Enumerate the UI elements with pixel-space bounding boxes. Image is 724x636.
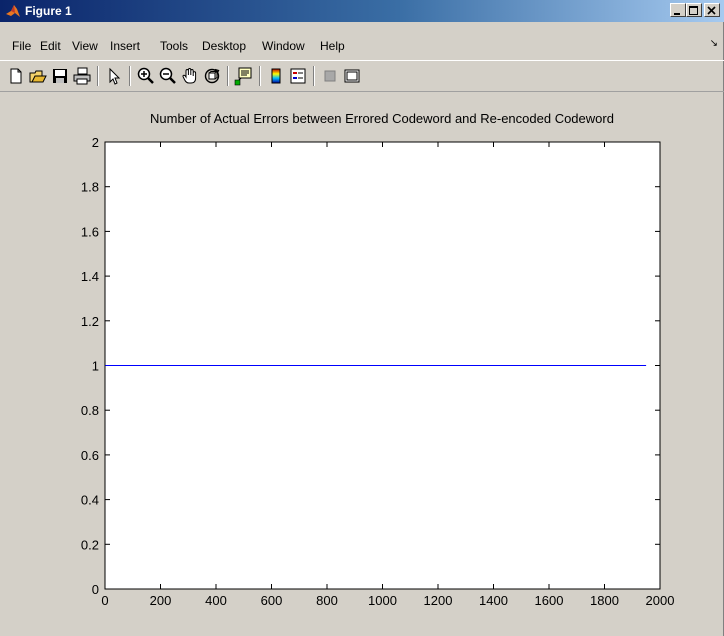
insert-colorbar-button[interactable] (266, 66, 286, 86)
y-tick-label: 1.2 (81, 314, 99, 329)
menu-bar: File Edit View Insert Tools Desktop Wind… (0, 36, 724, 56)
menu-file[interactable]: File (12, 39, 32, 53)
x-tick-label: 1400 (479, 593, 508, 608)
y-tick-label: 1.6 (81, 224, 99, 239)
figure-toolbar (0, 60, 724, 92)
y-tick-label: 0.6 (81, 448, 99, 463)
x-tick-label: 800 (316, 593, 338, 608)
y-tick-label: 0.2 (81, 537, 99, 552)
save-icon (53, 69, 67, 83)
new-figure-icon (10, 68, 22, 84)
figure-canvas[interactable]: Number of Actual Errors between Errored … (8, 96, 718, 628)
x-tick-label: 200 (150, 593, 172, 608)
print-button[interactable] (72, 66, 92, 86)
menu-overflow-icon[interactable]: ↘ (709, 38, 718, 49)
close-icon (707, 6, 716, 15)
x-tick-label: 1200 (424, 593, 453, 608)
open-file-button[interactable] (28, 66, 48, 86)
toolbar-separator (227, 66, 229, 86)
pan-button[interactable] (180, 66, 200, 86)
maximize-icon (689, 6, 698, 15)
menu-desktop[interactable]: Desktop (202, 39, 247, 53)
show-plot-tools-button[interactable] (342, 66, 362, 86)
menu-view[interactable]: View (72, 39, 98, 53)
zoom-out-button[interactable] (158, 66, 178, 86)
toolbar-separator (259, 66, 261, 86)
edit-plot-arrow-icon (109, 67, 121, 85)
print-icon (73, 67, 91, 85)
y-tick-label: 0.8 (81, 403, 99, 418)
colorbar-icon (271, 68, 281, 84)
open-file-icon (29, 70, 47, 83)
zoom-in-button[interactable] (136, 66, 156, 86)
y-tick-label: 1 (92, 359, 99, 374)
toolbar-separator (313, 66, 315, 86)
plot-svg: Number of Actual Errors between Errored … (81, 111, 675, 608)
menu-insert[interactable]: Insert (110, 39, 141, 53)
y-tick-label: 1.4 (81, 269, 99, 284)
toolbar-separator (129, 66, 131, 86)
x-tick-label: 0 (101, 593, 108, 608)
menu-window[interactable]: Window (262, 39, 305, 53)
y-tick-label: 1.8 (81, 180, 99, 195)
x-tick-label: 1600 (535, 593, 564, 608)
data-cursor-icon (234, 67, 252, 86)
show-plot-tools-icon (344, 69, 360, 83)
toolbar-separator (97, 66, 99, 86)
window-title: Figure 1 (25, 4, 72, 18)
axis-ticks-group: 0 200 400 600 800 1000 1200 1400 1600 1800 2000 0 0.… (81, 135, 675, 608)
legend-icon (290, 68, 306, 84)
zoom-in-icon (137, 67, 154, 84)
save-button[interactable] (50, 66, 70, 86)
maximize-button[interactable] (686, 3, 702, 17)
edit-plot-button[interactable] (104, 66, 124, 86)
window-buttons (664, 3, 724, 19)
new-figure-button[interactable] (6, 66, 26, 86)
data-cursor-button[interactable] (234, 66, 254, 86)
x-tick-label: 600 (261, 593, 283, 608)
minimize-icon (674, 13, 680, 15)
pan-hand-icon (182, 67, 197, 84)
close-button[interactable] (704, 3, 720, 17)
chart-title: Number of Actual Errors between Errored … (150, 111, 614, 126)
hide-plot-tools-button[interactable] (320, 66, 340, 86)
y-tick-label: 2 (92, 135, 99, 150)
x-tick-label: 400 (205, 593, 227, 608)
matlab-logo-icon (6, 5, 20, 17)
rotate-3d-icon (204, 68, 220, 84)
menu-edit[interactable]: Edit (40, 39, 61, 53)
y-tick-label: 0.4 (81, 493, 99, 508)
rotate-3d-button[interactable] (202, 66, 222, 86)
x-tick-label: 1800 (590, 593, 619, 608)
insert-legend-button[interactable] (288, 66, 308, 86)
hide-plot-tools-icon (324, 70, 336, 82)
title-bar[interactable]: Figure 1 (0, 0, 724, 22)
x-tick-label: 1000 (368, 593, 397, 608)
minimize-button[interactable] (670, 3, 686, 17)
menu-tools[interactable]: Tools (160, 39, 189, 53)
x-tick-label: 2000 (646, 593, 675, 608)
menu-help[interactable]: Help (320, 39, 345, 53)
zoom-out-icon (159, 67, 176, 84)
y-tick-label: 0 (92, 582, 99, 597)
